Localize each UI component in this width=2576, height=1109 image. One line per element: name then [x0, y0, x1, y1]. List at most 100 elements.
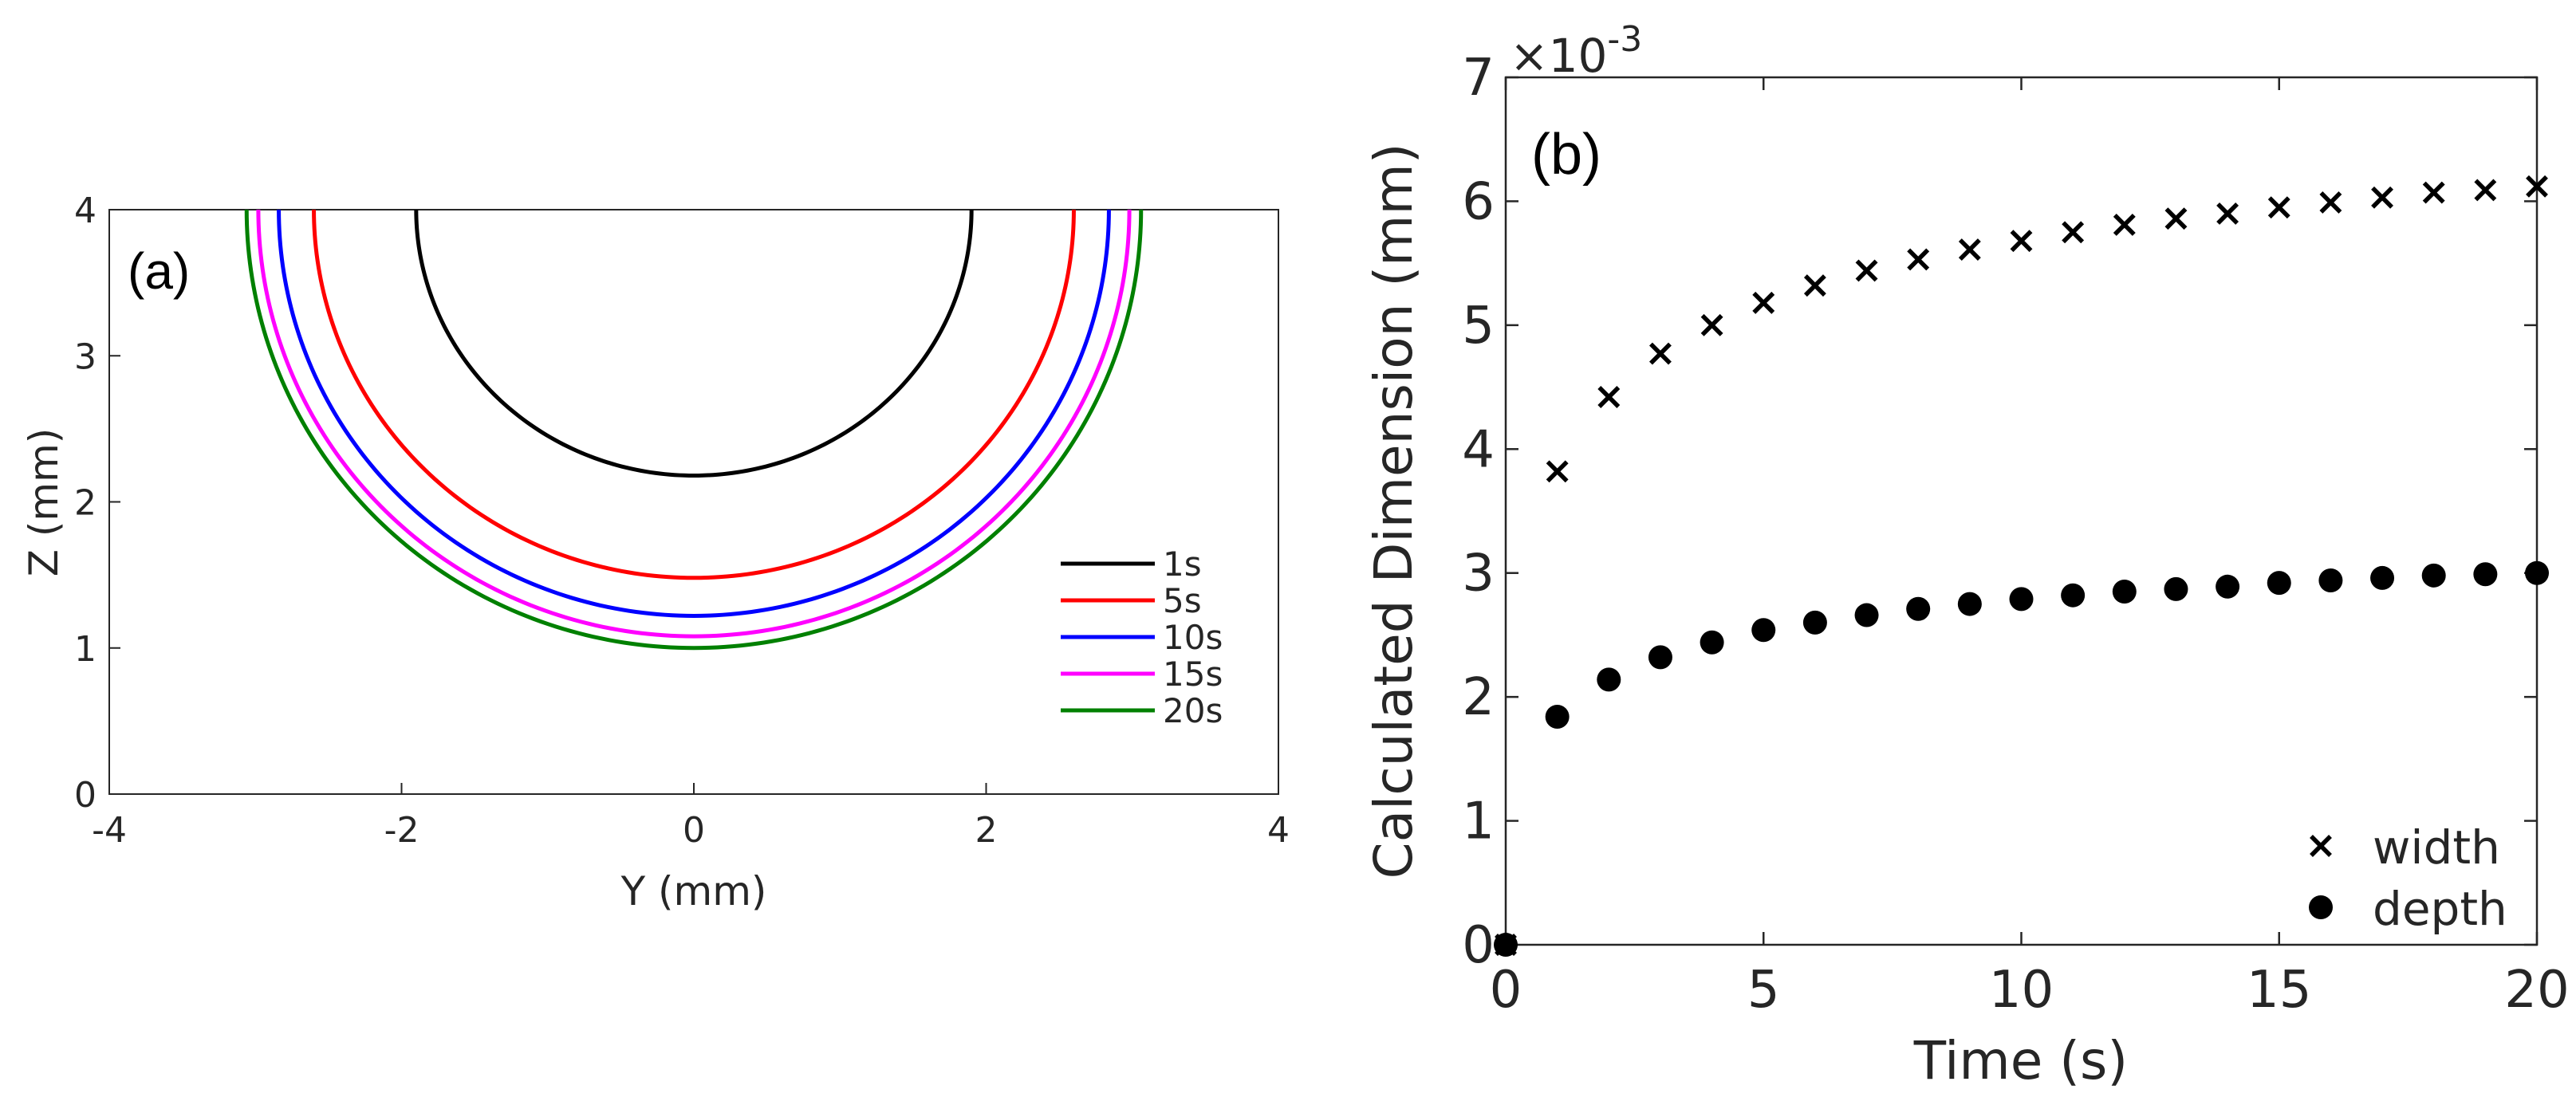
- legend-marker-depth: [2309, 895, 2333, 919]
- legend-label-10s: 10s: [1163, 618, 1223, 657]
- y-tick-label: 0: [74, 775, 97, 816]
- point-width: [2319, 191, 2342, 214]
- legend-label-5s: 5s: [1163, 581, 1202, 620]
- point-depth: [2473, 562, 2498, 587]
- point-width: [1958, 238, 1981, 261]
- panel-a-plot-area: [108, 209, 1279, 795]
- y-tick-label: 7: [1462, 49, 1495, 108]
- x-tick-label: 2: [975, 810, 998, 851]
- point-width: [2474, 179, 2497, 202]
- point-width-stroke2: [1752, 291, 1775, 314]
- point-width-stroke2: [1597, 386, 1621, 408]
- point-depth: [1906, 596, 1931, 621]
- x-tick-label: 4: [1267, 810, 1290, 851]
- panel-b-exponent-base: ×10: [1510, 29, 1607, 83]
- point-width-stroke2: [1803, 274, 1826, 297]
- point-depth: [2112, 580, 2137, 604]
- point-depth: [2061, 583, 2086, 608]
- point-depth: [2216, 574, 2240, 599]
- point-width: [2062, 221, 2085, 244]
- point-width-stroke2: [1649, 342, 1672, 365]
- x-tick-label: 0: [683, 810, 705, 851]
- point-width-stroke2: [2216, 203, 2239, 225]
- y-tick-label: 0: [1462, 916, 1495, 975]
- panel-a-ylabel: Z (mm): [21, 428, 67, 577]
- legend-marker-width: [2310, 835, 2332, 857]
- point-depth: [2421, 563, 2446, 588]
- point-width: [1907, 248, 1930, 271]
- point-width: [1649, 342, 1672, 365]
- point-width-stroke2: [2113, 214, 2136, 236]
- panel-b-plot-area: [1504, 76, 2539, 946]
- panel-b-legend: width depth: [2309, 820, 2507, 936]
- x-tick-label: 10: [1989, 961, 2054, 1020]
- y-tick-label: 3: [1462, 545, 1495, 604]
- point-width-stroke2: [1855, 259, 1878, 282]
- point-width: [2216, 203, 2239, 225]
- x-tick-label: 20: [2504, 961, 2569, 1020]
- point-depth: [1700, 630, 1724, 655]
- y-tick-label: 2: [74, 483, 97, 524]
- contour-5s: [312, 209, 1076, 580]
- point-depth: [1802, 610, 1827, 635]
- point-width: [2010, 230, 2033, 253]
- point-width: [1546, 460, 1569, 483]
- legend-label-1s: 1s: [1163, 545, 1202, 584]
- point-width: [1752, 291, 1775, 314]
- point-depth: [2318, 568, 2343, 593]
- point-depth: [1751, 618, 1776, 643]
- point-width-stroke2: [2164, 207, 2188, 230]
- point-depth: [1597, 667, 1621, 692]
- panel-b-ylabel: Calculated Dimension (mm): [1363, 143, 1424, 879]
- x-tick-label: 5: [1747, 961, 1780, 1020]
- point-width-stroke2: [2062, 221, 2085, 244]
- y-tick-label: 6: [1462, 172, 1495, 231]
- point-width: [2113, 214, 2136, 236]
- point-width-stroke2: [1907, 248, 1930, 271]
- y-tick-label: 3: [74, 336, 97, 377]
- contour-10s: [277, 209, 1111, 618]
- y-tick-label: 1: [1462, 792, 1495, 851]
- point-depth: [2267, 571, 2291, 596]
- x-tick-label: -4: [92, 810, 127, 851]
- panel-b-exponent: ×10-3: [1510, 19, 1642, 83]
- panel-b-label: (b): [1531, 123, 1601, 187]
- point-depth: [1648, 645, 1672, 670]
- y-tick-label: 2: [1462, 668, 1495, 727]
- panel-b-exponent-power: -3: [1607, 19, 1642, 60]
- point-width: [2267, 196, 2290, 219]
- point-width-stroke2: [2267, 196, 2290, 219]
- point-depth: [2164, 576, 2188, 601]
- panel-b-xlabel: Time (s): [1913, 1030, 2128, 1091]
- legend-marker-width-stroke2: [2310, 835, 2332, 857]
- y-tick-label: 1: [74, 629, 97, 670]
- y-tick-label: 4: [74, 191, 97, 231]
- point-width: [1597, 386, 1621, 408]
- point-width-stroke2: [2319, 191, 2342, 214]
- point-width-stroke2: [1700, 313, 1723, 336]
- legend-label-15s: 15s: [1163, 655, 1223, 694]
- point-width: [2371, 186, 2393, 209]
- point-depth: [1545, 705, 1570, 730]
- point-width-stroke2: [2526, 175, 2548, 198]
- panel-a-label: (a): [128, 242, 190, 300]
- point-width: [2164, 207, 2188, 230]
- panel-a-contours: -4 -2 0 2 4 0 1 2 3 4 (a) Y (mm) Z (mm) 1s5s10s1…: [21, 191, 1290, 914]
- point-width-stroke2: [1546, 460, 1569, 483]
- point-depth: [2009, 587, 2034, 612]
- point-depth: [1957, 592, 1982, 616]
- point-depth: [2370, 565, 2395, 590]
- legend-label-width: width: [2373, 820, 2500, 875]
- x-tick-label: 0: [1490, 961, 1522, 1020]
- point-width-stroke2: [1958, 238, 1981, 261]
- point-width-stroke2: [2010, 230, 2033, 253]
- point-depth: [2525, 560, 2549, 585]
- point-width: [2526, 175, 2548, 198]
- point-width: [1855, 259, 1878, 282]
- point-width-stroke2: [2422, 181, 2445, 204]
- contour-20s: [244, 209, 1144, 651]
- point-width-stroke2: [2474, 179, 2497, 202]
- legend-label-depth: depth: [2373, 882, 2507, 936]
- legend-label-20s: 20s: [1163, 691, 1223, 730]
- contour-1s: [414, 209, 974, 478]
